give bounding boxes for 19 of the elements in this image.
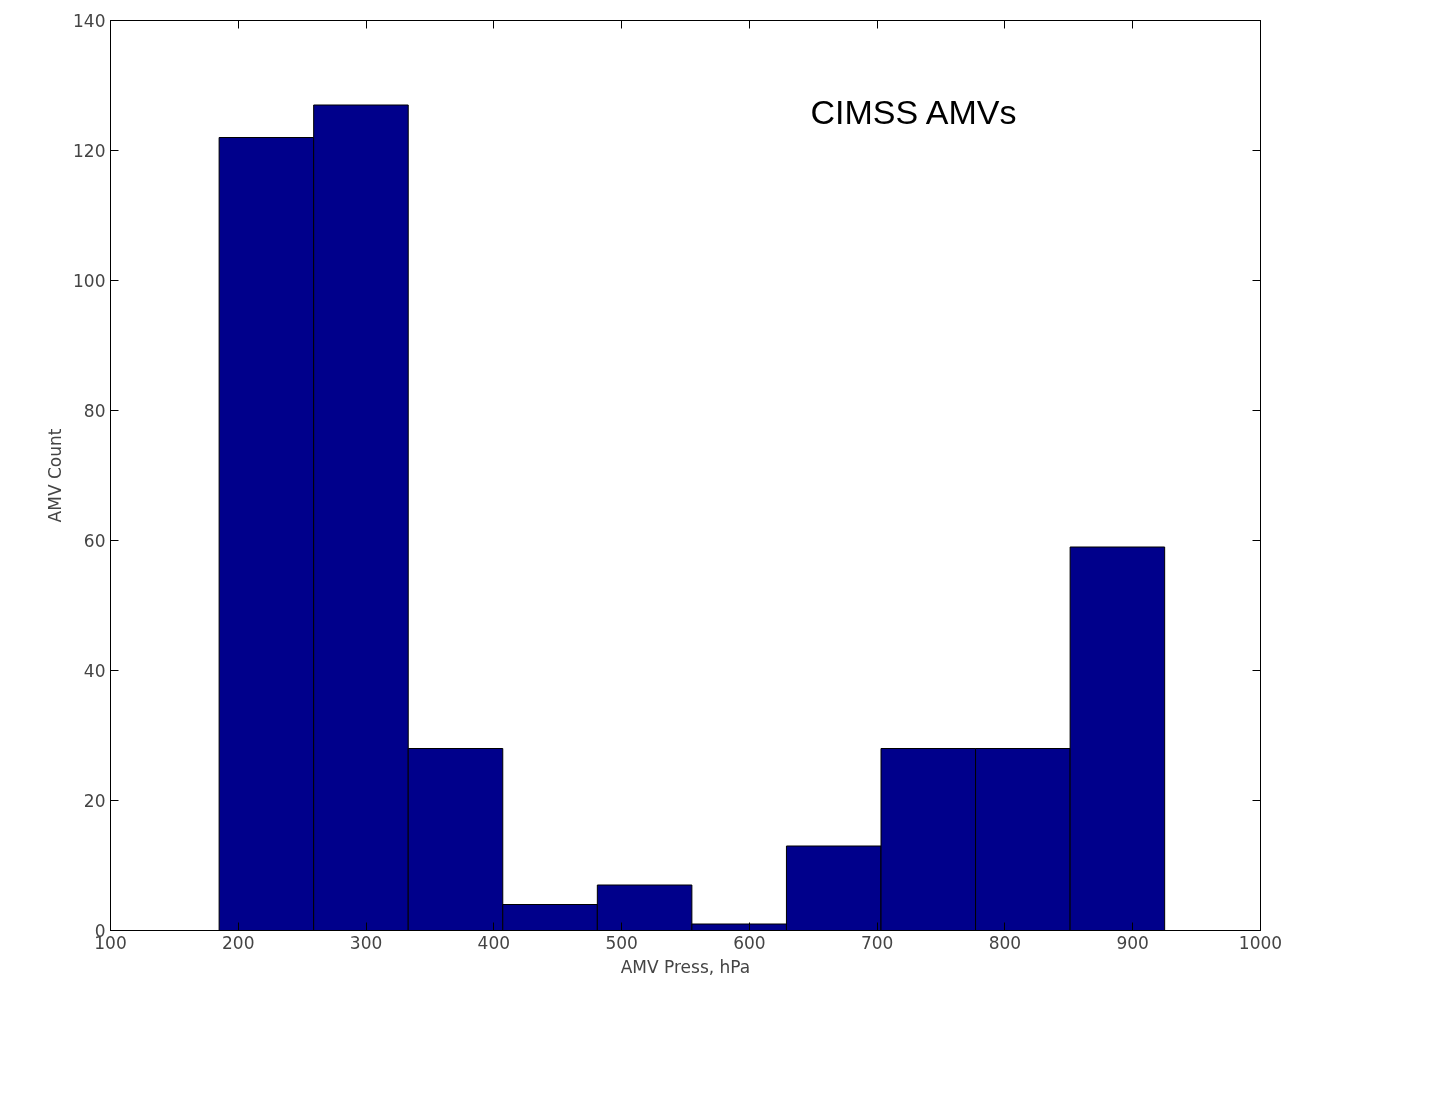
y-axis-title: AMV Count	[45, 428, 66, 523]
x-tick-label: 200	[222, 932, 255, 953]
x-tick-label: 400	[477, 932, 511, 953]
y-tick-label: 80	[83, 401, 106, 421]
x-tick-label: 500	[605, 932, 638, 953]
x-tick-label: 600	[733, 932, 766, 953]
x-axis-title: AMV Press, hPa	[620, 956, 751, 977]
y-tick-label: 40	[83, 661, 106, 681]
x-tick-label: 1000	[1238, 932, 1283, 953]
y-tick-label: 60	[83, 531, 106, 551]
y-tick-label: 120	[73, 141, 106, 161]
x-tick-label: 300	[349, 932, 383, 953]
annotation: CIMSS AMVs	[810, 92, 1017, 131]
y-tick-label: 20	[83, 791, 106, 811]
x-tick-label: 800	[988, 932, 1022, 953]
x-tick-label: 900	[1116, 932, 1149, 953]
y-tick-label: 140	[73, 11, 106, 31]
y-tick-label: 100	[73, 271, 106, 291]
x-tick-label: 700	[860, 932, 894, 953]
